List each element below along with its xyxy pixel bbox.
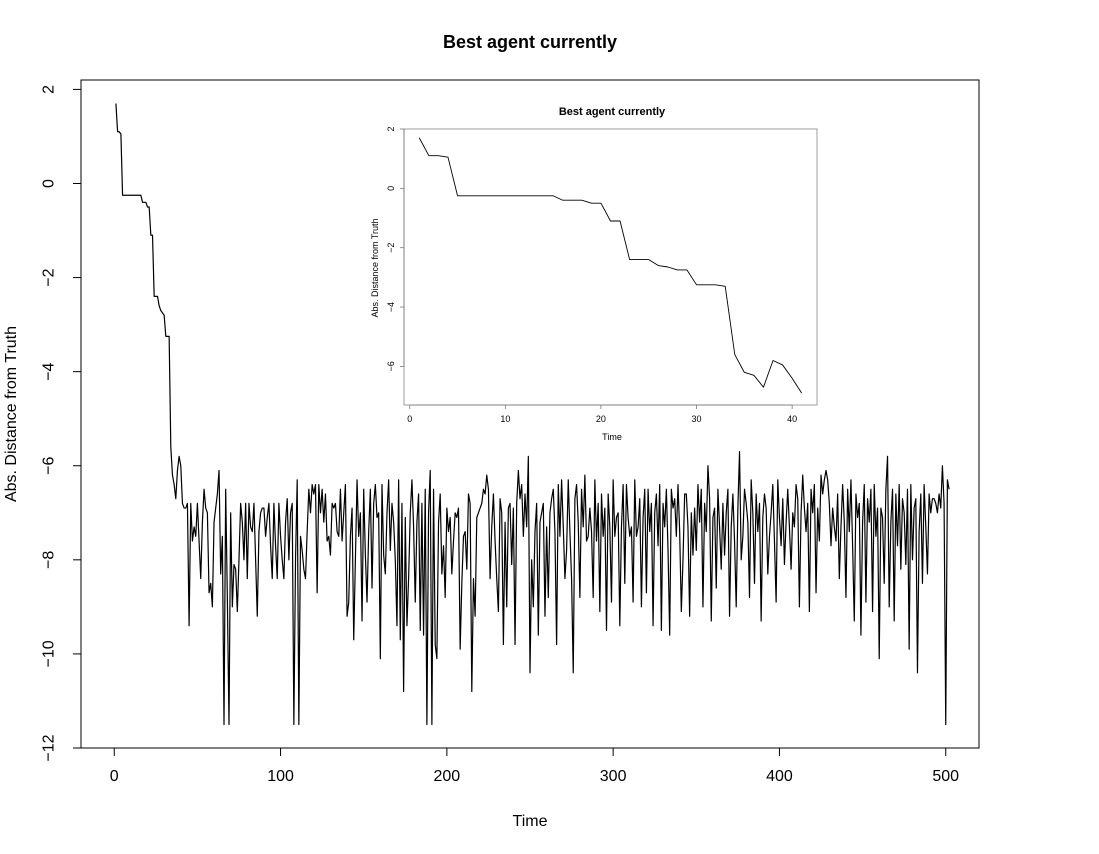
main-chart: Best agent currently Time Abs. Distance … [3, 32, 980, 830]
main-y-axis: 2 0 −2 −4 −6 −8 −10 −12 [41, 85, 82, 762]
main-y-tick-label: −8 [41, 551, 58, 569]
inset-x-tick-label: 0 [407, 414, 412, 424]
inset-x-tick-label: 30 [692, 414, 702, 424]
main-y-tick-label: −12 [41, 734, 58, 761]
main-x-tick-label: 100 [267, 768, 294, 785]
main-y-tick-label: 2 [41, 85, 58, 94]
main-x-axis-label: Time [513, 813, 548, 830]
inset-x-tick-label: 10 [500, 414, 510, 424]
inset-y-tick-label: 2 [386, 126, 396, 131]
inset-chart: Best agent currently Time Abs. Distance … [370, 106, 818, 442]
inset-x-tick-label: 40 [787, 414, 797, 424]
inset-x-axis-label: Time [602, 432, 622, 442]
inset-y-axis-label: Abs. Distance from Truth [370, 218, 380, 317]
main-x-tick-label: 0 [110, 768, 119, 785]
main-x-tick-label: 300 [600, 768, 627, 785]
main-series-line [115, 103, 950, 726]
main-x-axis: 0 100 200 300 400 500 [110, 747, 959, 785]
main-x-tick-label: 200 [434, 768, 461, 785]
main-y-tick-label: −4 [41, 362, 58, 380]
inset-y-axis: 2 0 −2 −4 −6 [386, 126, 405, 372]
inset-x-tick-label: 20 [596, 414, 606, 424]
main-chart-title: Best agent currently [443, 32, 617, 52]
main-x-tick-label: 400 [766, 768, 793, 785]
main-y-tick-label: −2 [41, 268, 58, 286]
main-y-tick-label: 0 [41, 179, 58, 188]
inset-series-line [418, 137, 803, 394]
inset-background [398, 128, 818, 405]
inset-x-axis: 0 10 20 30 40 [407, 404, 797, 424]
inset-chart-title: Best agent currently [559, 106, 666, 118]
main-y-axis-label: Abs. Distance from Truth [3, 326, 20, 502]
main-y-tick-label: −6 [41, 457, 58, 475]
inset-y-tick-label: −2 [386, 243, 396, 253]
main-y-tick-label: −10 [41, 640, 58, 667]
main-x-tick-label: 500 [932, 768, 959, 785]
inset-y-tick-label: −4 [386, 302, 396, 312]
inset-y-tick-label: −6 [386, 361, 396, 371]
inset-y-tick-label: 0 [386, 186, 396, 191]
